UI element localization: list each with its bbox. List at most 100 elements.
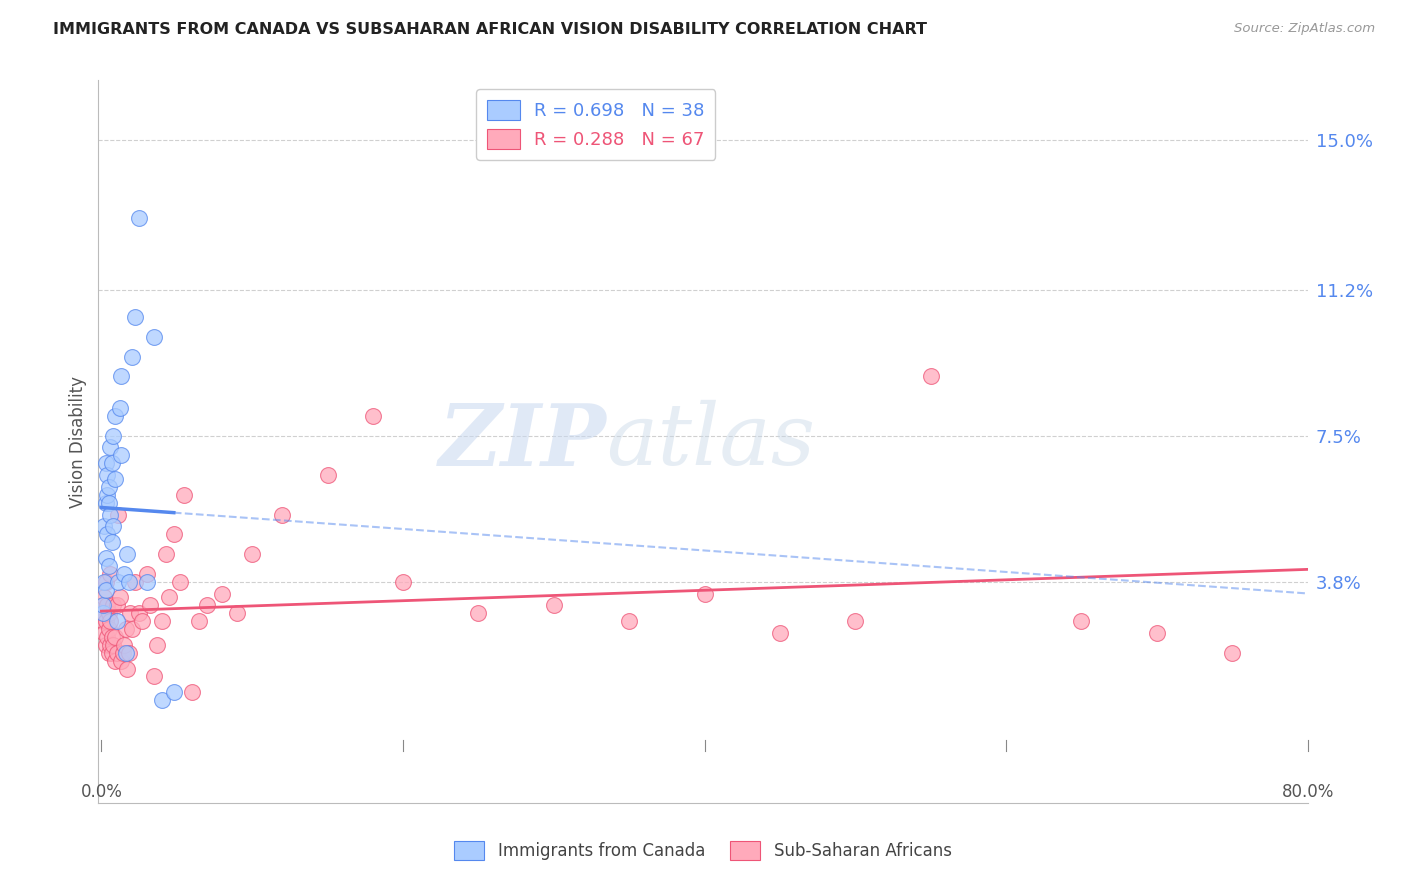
Point <box>173 488 195 502</box>
Point <box>920 369 942 384</box>
Point <box>93 519 115 533</box>
Point <box>271 508 294 522</box>
Point <box>94 551 117 566</box>
Point <box>91 614 114 628</box>
Point <box>101 535 124 549</box>
Point <box>131 614 153 628</box>
Point <box>98 480 121 494</box>
Point <box>117 574 139 589</box>
Point <box>100 441 122 455</box>
Point <box>100 508 122 522</box>
Point <box>114 622 136 636</box>
Point <box>110 448 132 462</box>
Point <box>135 566 157 581</box>
Point <box>104 472 127 486</box>
Point <box>240 547 263 561</box>
Point <box>769 626 792 640</box>
Point <box>96 630 118 644</box>
Point <box>104 409 127 423</box>
Point <box>93 574 115 589</box>
Point <box>91 599 114 613</box>
Point <box>105 614 128 628</box>
Point <box>135 574 157 589</box>
Point <box>617 614 640 628</box>
Point <box>111 646 134 660</box>
Point <box>180 685 202 699</box>
Point <box>91 599 114 613</box>
Point <box>98 646 121 660</box>
Point <box>157 591 180 605</box>
Point <box>143 330 166 344</box>
Point <box>94 638 117 652</box>
Point <box>107 574 129 589</box>
Point <box>115 547 138 561</box>
Text: Source: ZipAtlas.com: Source: ZipAtlas.com <box>1234 22 1375 36</box>
Point <box>94 456 117 470</box>
Point <box>128 607 150 621</box>
Point <box>467 607 489 621</box>
Point <box>124 574 146 589</box>
Point <box>169 574 191 589</box>
Point <box>163 685 186 699</box>
Point <box>110 369 132 384</box>
Point <box>94 614 117 628</box>
Point <box>100 638 122 652</box>
Point <box>96 468 118 483</box>
Point <box>94 496 117 510</box>
Point <box>693 586 716 600</box>
Point <box>103 519 125 533</box>
Point <box>146 638 169 652</box>
Point <box>103 428 125 442</box>
Point <box>543 599 565 613</box>
Point <box>114 646 136 660</box>
Point <box>1220 646 1243 660</box>
Point <box>96 527 118 541</box>
Point <box>138 599 160 613</box>
Point <box>103 599 125 613</box>
Point <box>112 638 135 652</box>
Point <box>98 558 121 573</box>
Point <box>110 654 132 668</box>
Point <box>101 456 124 470</box>
Point <box>1146 626 1168 640</box>
Point <box>91 607 114 621</box>
Point <box>98 496 121 510</box>
Point <box>120 607 142 621</box>
Point <box>105 646 128 660</box>
Text: atlas: atlas <box>606 401 815 483</box>
Text: 0.0%: 0.0% <box>80 783 122 801</box>
Point <box>150 614 173 628</box>
Point <box>105 599 128 613</box>
Point <box>1070 614 1092 628</box>
Point <box>100 614 122 628</box>
Point <box>124 310 146 325</box>
Point <box>392 574 415 589</box>
Point <box>316 468 339 483</box>
Point <box>98 622 121 636</box>
Point <box>107 508 129 522</box>
Point <box>361 409 384 423</box>
Point <box>103 638 125 652</box>
Point <box>188 614 211 628</box>
Point <box>143 669 166 683</box>
Point <box>96 599 118 613</box>
Point <box>121 350 143 364</box>
Point <box>98 607 121 621</box>
Text: IMMIGRANTS FROM CANADA VS SUBSAHARAN AFRICAN VISION DISABILITY CORRELATION CHART: IMMIGRANTS FROM CANADA VS SUBSAHARAN AFR… <box>53 22 928 37</box>
Point <box>101 630 124 644</box>
Point <box>211 586 233 600</box>
Point <box>163 527 186 541</box>
Point <box>115 662 138 676</box>
Point <box>96 488 118 502</box>
Point <box>121 622 143 636</box>
Point <box>104 630 127 644</box>
Point <box>195 599 218 613</box>
Point <box>101 646 124 660</box>
Point <box>108 591 131 605</box>
Point <box>100 566 122 581</box>
Legend: Immigrants from Canada, Sub-Saharan Africans: Immigrants from Canada, Sub-Saharan Afri… <box>449 835 957 867</box>
Text: ZIP: ZIP <box>439 400 606 483</box>
Point <box>117 646 139 660</box>
Point <box>112 566 135 581</box>
Point <box>93 591 115 605</box>
